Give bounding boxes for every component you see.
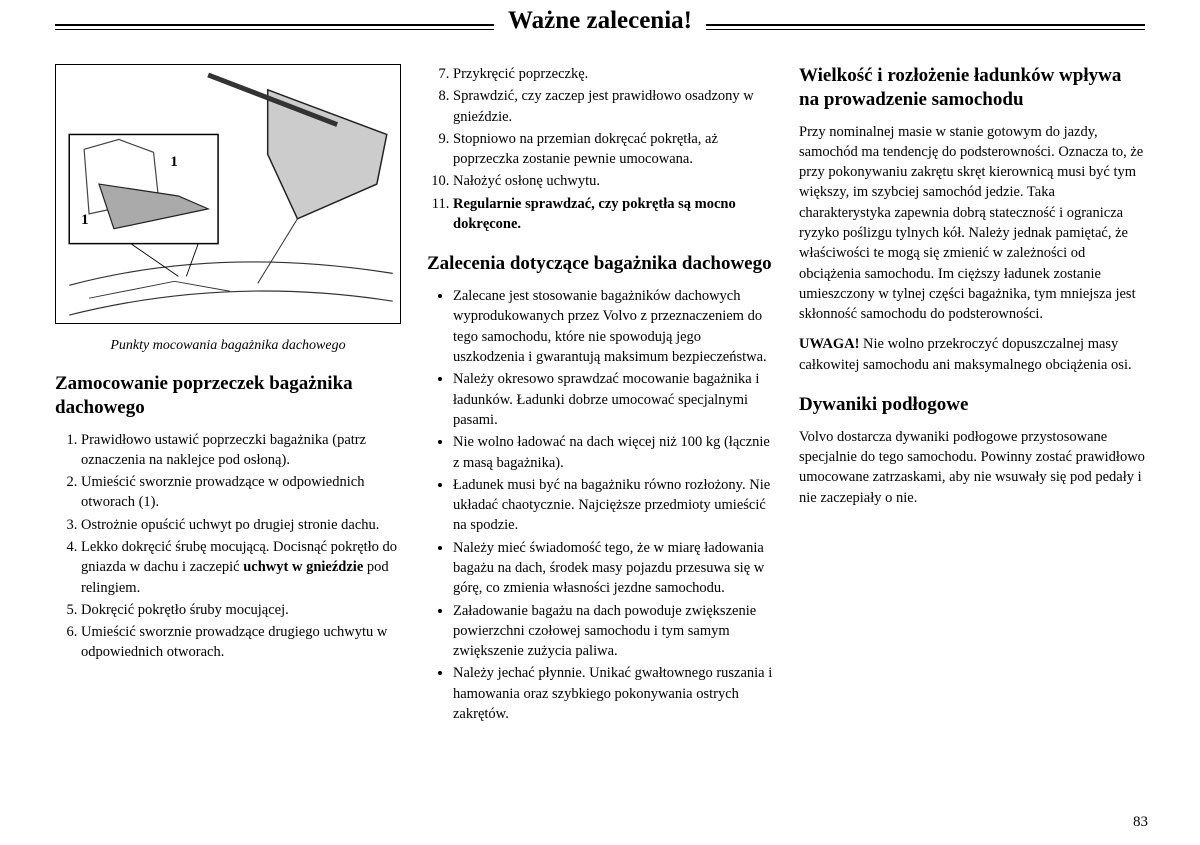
steps-list-1: Prawidłowo ustawić poprzeczki bagażnika … [55, 430, 401, 663]
page-title: Ważne zalecenia! [494, 7, 706, 35]
note-label: UWAGA! [799, 336, 859, 352]
list-item: Stopniowo na przemian dokręcać pokrętła,… [453, 129, 773, 170]
list-item: Zalecane jest stosowanie bagażników dach… [453, 286, 773, 367]
page-header: Ważne zalecenia! [55, 24, 1145, 58]
list-item: Ostrożnie opuścić uchwyt po drugiej stro… [81, 515, 401, 535]
section-heading-mounting: Zamocowanie poprzeczek bagażnika dachowe… [55, 372, 401, 420]
list-item: Umieścić sworznie prowadzące drugiego uc… [81, 622, 401, 663]
list-item: Umieścić sworznie prowadzące w odpowiedn… [81, 472, 401, 513]
section-heading-load: Wielkość i rozłożenie ładunków wpływa na… [799, 64, 1145, 112]
section-heading-mats: Dywaniki podłogowe [799, 393, 1145, 417]
section-heading-recommendations: Zalecenia dotyczące bagażnika dachowego [427, 252, 773, 276]
step-bold: Regularnie sprawdzać, czy pokrętła są mo… [453, 196, 736, 232]
column-2: Przykręcić poprzeczkę. Sprawdzić, czy za… [427, 64, 773, 726]
roof-rack-drawing-icon: 1 1 [56, 65, 400, 323]
list-item: Nałożyć osłonę uchwytu. [453, 171, 773, 191]
page-number: 83 [1133, 814, 1148, 831]
para-mats: Volvo dostarcza dywaniki podłogowe przys… [799, 427, 1145, 508]
para-load: Przy nominalnej masie w stanie gotowym d… [799, 122, 1145, 325]
column-3: Wielkość i rozłożenie ładunków wpływa na… [799, 64, 1145, 726]
list-item: Nie wolno ładować na dach więcej niż 100… [453, 432, 773, 473]
list-item: Lekko dokręcić śrubę mocującą. Docisnąć … [81, 537, 401, 598]
list-item: Regularnie sprawdzać, czy pokrętła są mo… [453, 194, 773, 235]
figure-illustration: 1 1 [55, 64, 401, 324]
list-item: Przykręcić poprzeczkę. [453, 64, 773, 84]
list-item: Ładunek musi być na bagażniku równo rozł… [453, 475, 773, 536]
list-item: Należy okresowo sprawdzać mocowanie baga… [453, 369, 773, 430]
list-item: Załadowanie bagażu na dach powoduje zwię… [453, 601, 773, 662]
bulleted-list: Zalecane jest stosowanie bagażników dach… [427, 286, 773, 724]
svg-text:1: 1 [81, 212, 88, 228]
list-item: Sprawdzić, czy zaczep jest prawidłowo os… [453, 86, 773, 127]
figure-caption: Punkty mocowania bagażnika dachowego [55, 338, 401, 354]
list-item: Należy jechać płynnie. Unikać gwałtowneg… [453, 663, 773, 724]
content-columns: 1 1 Punkty mocowania bagażnika dachowego… [55, 64, 1145, 726]
svg-text:1: 1 [170, 154, 177, 170]
list-item: Dokręcić pokrętło śruby mocującej. [81, 600, 401, 620]
steps-list-2: Przykręcić poprzeczkę. Sprawdzić, czy za… [427, 64, 773, 234]
note-block: UWAGA! Nie wolno przekroczyć dopuszczaln… [799, 334, 1145, 375]
list-item: Prawidłowo ustawić poprzeczki bagażnika … [81, 430, 401, 471]
step-bold: uchwyt w gnieździe [243, 559, 363, 575]
list-item: Należy mieć świadomość tego, że w miarę … [453, 538, 773, 599]
column-1: 1 1 Punkty mocowania bagażnika dachowego… [55, 64, 401, 726]
